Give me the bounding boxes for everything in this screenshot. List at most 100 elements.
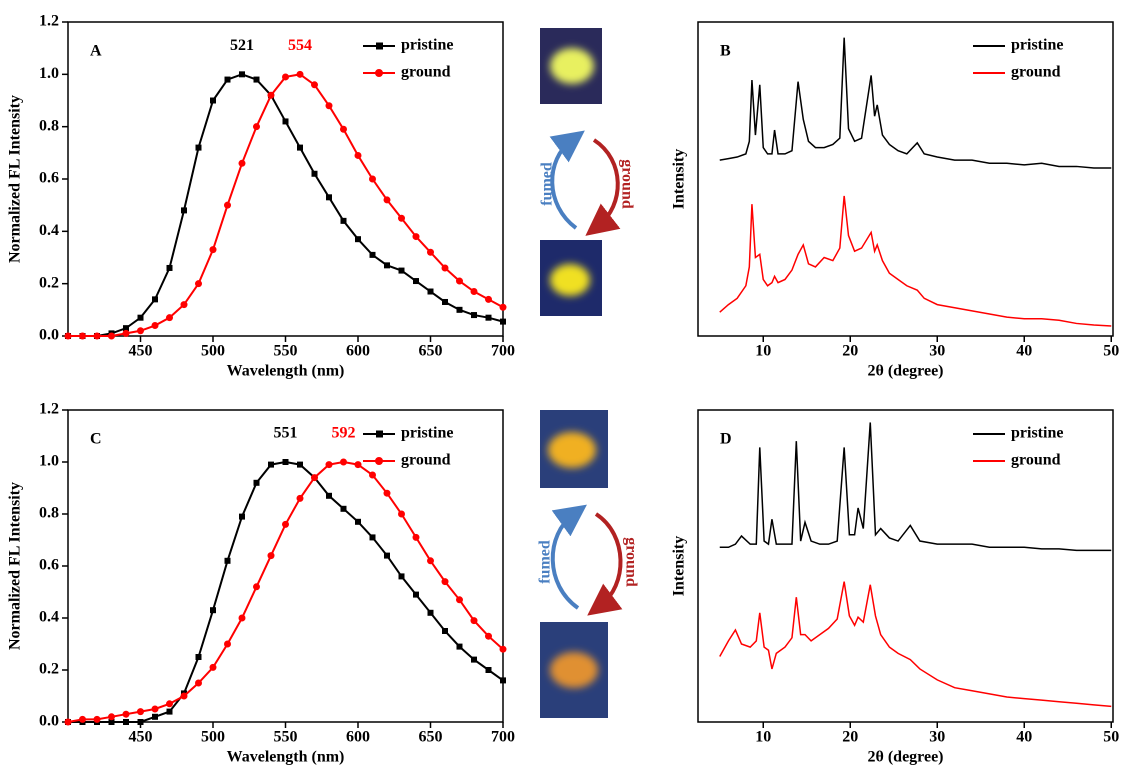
scheme-label: fumed [539,162,556,206]
legend-label: pristine [1011,37,1063,54]
scheme-label: ground [618,159,635,209]
x-axis-title: 2θ (degree) [867,749,943,766]
marker [267,552,275,560]
marker [166,264,173,271]
y-tick-label: 1.0 [39,65,59,82]
marker [151,705,159,713]
marker [195,144,202,151]
x-tick-label: 10 [755,729,771,746]
x-axis-title: Wavelength (nm) [227,749,345,766]
marker [282,118,289,125]
marker [166,708,173,715]
x-tick-label: 50 [1103,343,1119,360]
marker [209,663,217,671]
series-line [67,460,504,723]
marker [470,288,478,296]
legend-label: pristine [1011,425,1063,442]
photo [540,240,602,316]
x-tick-label: 30 [929,729,945,746]
marker [282,459,289,465]
marker [152,296,158,303]
x-tick-label: 20 [842,729,858,746]
x-tick-label: 10 [755,343,771,360]
marker [267,91,275,99]
panel-label: D [720,431,732,448]
y-axis-title: Normalized FL Intensity [7,95,24,263]
marker [79,332,86,340]
marker [384,552,390,559]
marker [122,329,130,337]
y-tick-label: 0.2 [39,274,59,291]
x-tick-label: 600 [346,343,370,360]
y-axis-title: Normalized FL Intensity [7,482,24,650]
marker [384,262,390,269]
marker [311,474,318,482]
marker [209,246,217,254]
marker [441,578,449,586]
marker [137,314,144,321]
x-tick-label: 20 [842,343,858,360]
marker [224,640,231,648]
marker [354,151,362,159]
x-tick-label: 40 [1016,729,1032,746]
marker [296,70,304,78]
x-tick-label: 40 [1016,343,1032,360]
marker [442,628,448,634]
marker [471,656,477,663]
marker [427,557,434,565]
marker [369,534,376,541]
series-line [719,195,1112,327]
marker [108,713,115,721]
marker [224,201,231,209]
panel-label: C [90,431,102,448]
peak-label: 521 [230,37,254,54]
marker [137,719,144,725]
marker [441,264,449,272]
marker [398,267,405,274]
marker [253,123,260,131]
marker [471,312,477,319]
x-tick-label: 30 [929,343,945,360]
y-tick-label: 1.2 [39,13,59,30]
marker [412,233,420,241]
x-tick-label: 550 [274,729,298,746]
marker [268,461,274,468]
marker [499,645,507,653]
series-line [719,37,1112,169]
arrow [549,130,585,230]
y-tick-label: 0.8 [39,117,59,134]
legend-marker [376,42,383,50]
y-tick-label: 1.2 [39,401,59,418]
y-axis-title: Intensity [671,149,688,209]
marker [123,719,129,725]
photo [540,410,608,488]
marker [238,159,246,167]
marker [210,607,216,614]
plot-frame [697,21,1114,337]
marker [485,295,492,303]
arrow [587,512,623,616]
marker [166,314,173,322]
series-line [719,581,1112,708]
marker [282,73,289,81]
panel-label: A [90,43,102,60]
marker [456,306,463,313]
legend-marker [375,69,383,77]
marker [195,679,202,687]
marker [456,277,463,285]
series-line [68,460,504,723]
marker [238,614,246,622]
marker [210,97,216,104]
marker [253,479,260,486]
marker [355,518,361,525]
marker [427,288,434,295]
peak-label: 554 [288,37,312,54]
x-axis-title: Wavelength (nm) [227,363,345,380]
marker [325,461,333,469]
marker [340,217,347,224]
marker [485,632,492,640]
marker [137,708,144,716]
x-tick-label: 50 [1103,729,1119,746]
marker [180,301,188,309]
y-tick-label: 0.4 [39,609,59,626]
